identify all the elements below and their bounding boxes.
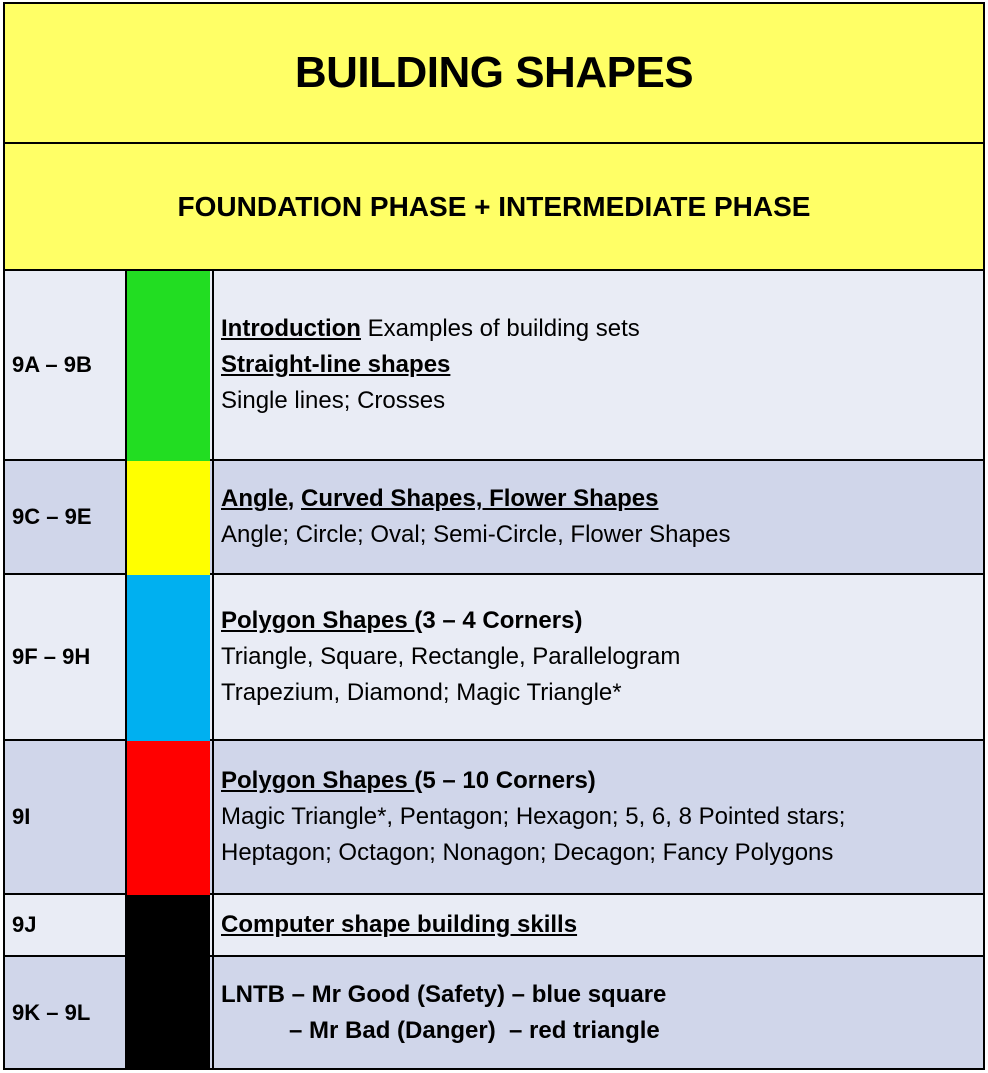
row-heading-line: Polygon Shapes (3 – 4 Corners) <box>221 603 983 639</box>
row-heading-line: Computer shape building skills <box>221 907 983 943</box>
row-heading: Computer shape building skills <box>221 911 578 938</box>
page-subtitle: FOUNDATION PHASE + INTERMEDIATE PHASE <box>3 144 985 271</box>
row-detail: Single lines; Crosses <box>221 387 446 414</box>
row-heading-line: Angle, Curved Shapes, Flower Shapes <box>221 481 983 517</box>
row-detail: Heptagon; Octagon; Nonagon; Decagon; Fan… <box>221 839 834 866</box>
row-heading-rest: Examples of building sets <box>360 315 640 342</box>
row-detail: Angle; Circle; Oval; Semi-Circle, Flower… <box>221 521 731 548</box>
green-color-block <box>127 271 210 461</box>
row-detail: LNTB – Mr Good (Safety) – blue square <box>221 980 667 1008</box>
row-code: 9C – 9E <box>5 461 127 573</box>
row-content: LNTB – Mr Good (Safety) – blue square – … <box>212 957 983 1068</box>
row-heading-line: Polygon Shapes (5 – 10 Corners) <box>221 763 983 799</box>
row-heading: Angle <box>221 485 288 512</box>
page-title: BUILDING SHAPES <box>3 2 985 144</box>
row-content: Angle, Curved Shapes, Flower Shapes Angl… <box>212 461 983 573</box>
row-content: Computer shape building skills <box>212 895 983 955</box>
row-detail: Magic Triangle*, Pentagon; Hexagon; 5, 6… <box>221 803 846 830</box>
red-color-block <box>127 741 210 895</box>
row-content: Introduction Examples of building sets S… <box>212 271 983 459</box>
row-code: 9F – 9H <box>5 575 127 739</box>
row-content: Polygon Shapes (5 – 10 Corners) Magic Tr… <box>212 741 983 893</box>
row-subheading: Straight-line shapes <box>221 351 451 378</box>
row-heading-second: Curved Shapes, Flower Shapes <box>301 485 659 512</box>
row-heading-rest: (3 – 4 Corners) <box>414 607 583 634</box>
lesson-table: BUILDING SHAPES FOUNDATION PHASE + INTER… <box>3 2 985 1070</box>
row-detail: Triangle, Square, Rectangle, Parallelogr… <box>221 643 681 670</box>
row-detail: – Mr Bad (Danger) – red triangle <box>289 1016 660 1044</box>
row-code: 9K – 9L <box>5 957 127 1068</box>
black-color-block <box>127 895 210 1070</box>
row-code: 9A – 9B <box>5 271 127 459</box>
row-content: Polygon Shapes (3 – 4 Corners) Triangle,… <box>212 575 983 739</box>
row-code: 9I <box>5 741 127 893</box>
row-heading-separator: , <box>287 485 302 512</box>
row-code: 9J <box>5 895 127 955</box>
row-heading-line: Introduction Examples of building sets <box>221 311 983 347</box>
blue-color-block <box>127 575 210 741</box>
row-heading: Introduction <box>221 315 361 342</box>
row-subheading-line: Straight-line shapes <box>221 347 983 383</box>
row-heading-rest: (5 – 10 Corners) <box>414 767 596 794</box>
row-heading: Polygon Shapes <box>221 767 415 794</box>
row-heading: Polygon Shapes <box>221 607 415 634</box>
yellow-color-block <box>127 461 210 575</box>
row-detail: Trapezium, Diamond; Magic Triangle* <box>221 679 622 706</box>
